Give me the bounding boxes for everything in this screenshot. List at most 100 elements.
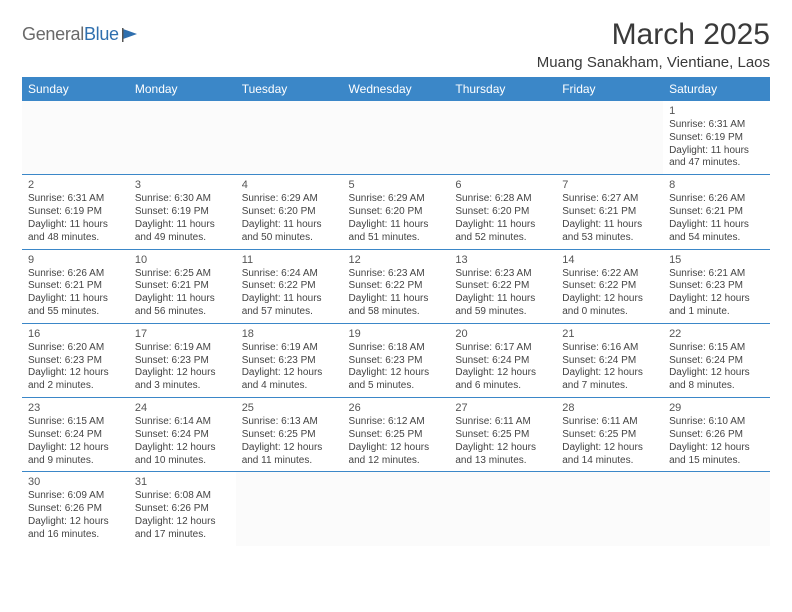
calendar-cell: 24Sunrise: 6:14 AMSunset: 6:24 PMDayligh… bbox=[129, 398, 236, 472]
calendar-cell bbox=[449, 101, 556, 175]
day-number: 11 bbox=[242, 253, 339, 267]
calendar-cell bbox=[449, 472, 556, 546]
calendar-cell: 13Sunrise: 6:23 AMSunset: 6:22 PMDayligh… bbox=[449, 249, 556, 323]
day-number: 30 bbox=[28, 475, 125, 489]
daylight-text: Daylight: 11 hours and 55 minutes. bbox=[28, 293, 125, 319]
sunrise-text: Sunrise: 6:08 AM bbox=[135, 490, 232, 503]
day-number: 9 bbox=[28, 253, 125, 267]
day-number: 1 bbox=[669, 104, 766, 118]
calendar-cell bbox=[236, 472, 343, 546]
sunset-text: Sunset: 6:20 PM bbox=[455, 206, 552, 219]
day-number: 19 bbox=[349, 327, 446, 341]
calendar-header-row: Sunday Monday Tuesday Wednesday Thursday… bbox=[22, 77, 770, 101]
day-number: 5 bbox=[349, 178, 446, 192]
sunrise-text: Sunrise: 6:11 AM bbox=[562, 416, 659, 429]
calendar-cell bbox=[129, 101, 236, 175]
calendar-cell: 21Sunrise: 6:16 AMSunset: 6:24 PMDayligh… bbox=[556, 323, 663, 397]
sunrise-text: Sunrise: 6:29 AM bbox=[349, 193, 446, 206]
dow-sunday: Sunday bbox=[22, 77, 129, 101]
sunset-text: Sunset: 6:20 PM bbox=[242, 206, 339, 219]
sunrise-text: Sunrise: 6:23 AM bbox=[349, 268, 446, 281]
dow-friday: Friday bbox=[556, 77, 663, 101]
calendar-page: GeneralBlue March 2025 Muang Sanakham, V… bbox=[0, 0, 792, 556]
day-number: 13 bbox=[455, 253, 552, 267]
sunrise-text: Sunrise: 6:25 AM bbox=[135, 268, 232, 281]
calendar-cell: 10Sunrise: 6:25 AMSunset: 6:21 PMDayligh… bbox=[129, 249, 236, 323]
daylight-text: Daylight: 12 hours and 5 minutes. bbox=[349, 367, 446, 393]
calendar-cell: 1Sunrise: 6:31 AMSunset: 6:19 PMDaylight… bbox=[663, 101, 770, 175]
daylight-text: Daylight: 11 hours and 47 minutes. bbox=[669, 145, 766, 171]
day-number: 12 bbox=[349, 253, 446, 267]
month-title: March 2025 bbox=[537, 18, 770, 52]
calendar-table: Sunday Monday Tuesday Wednesday Thursday… bbox=[22, 77, 770, 546]
sunset-text: Sunset: 6:22 PM bbox=[349, 280, 446, 293]
sunset-text: Sunset: 6:21 PM bbox=[28, 280, 125, 293]
calendar-cell: 26Sunrise: 6:12 AMSunset: 6:25 PMDayligh… bbox=[343, 398, 450, 472]
sunrise-text: Sunrise: 6:13 AM bbox=[242, 416, 339, 429]
sunset-text: Sunset: 6:25 PM bbox=[242, 429, 339, 442]
daylight-text: Daylight: 11 hours and 54 minutes. bbox=[669, 219, 766, 245]
day-number: 20 bbox=[455, 327, 552, 341]
sunrise-text: Sunrise: 6:29 AM bbox=[242, 193, 339, 206]
day-number: 15 bbox=[669, 253, 766, 267]
calendar-cell bbox=[343, 101, 450, 175]
sunrise-text: Sunrise: 6:21 AM bbox=[669, 268, 766, 281]
calendar-cell: 27Sunrise: 6:11 AMSunset: 6:25 PMDayligh… bbox=[449, 398, 556, 472]
daylight-text: Daylight: 11 hours and 58 minutes. bbox=[349, 293, 446, 319]
daylight-text: Daylight: 12 hours and 1 minute. bbox=[669, 293, 766, 319]
day-number: 6 bbox=[455, 178, 552, 192]
day-number: 27 bbox=[455, 401, 552, 415]
page-header: GeneralBlue March 2025 Muang Sanakham, V… bbox=[22, 18, 770, 71]
sunset-text: Sunset: 6:22 PM bbox=[562, 280, 659, 293]
day-number: 4 bbox=[242, 178, 339, 192]
sunset-text: Sunset: 6:23 PM bbox=[28, 355, 125, 368]
day-number: 31 bbox=[135, 475, 232, 489]
sunset-text: Sunset: 6:22 PM bbox=[242, 280, 339, 293]
day-number: 24 bbox=[135, 401, 232, 415]
calendar-cell: 25Sunrise: 6:13 AMSunset: 6:25 PMDayligh… bbox=[236, 398, 343, 472]
calendar-cell: 30Sunrise: 6:09 AMSunset: 6:26 PMDayligh… bbox=[22, 472, 129, 546]
flag-icon bbox=[121, 27, 141, 43]
sunrise-text: Sunrise: 6:22 AM bbox=[562, 268, 659, 281]
sunrise-text: Sunrise: 6:28 AM bbox=[455, 193, 552, 206]
calendar-cell: 17Sunrise: 6:19 AMSunset: 6:23 PMDayligh… bbox=[129, 323, 236, 397]
dow-wednesday: Wednesday bbox=[343, 77, 450, 101]
calendar-cell: 29Sunrise: 6:10 AMSunset: 6:26 PMDayligh… bbox=[663, 398, 770, 472]
sunset-text: Sunset: 6:23 PM bbox=[669, 280, 766, 293]
sunset-text: Sunset: 6:19 PM bbox=[669, 132, 766, 145]
sunset-text: Sunset: 6:24 PM bbox=[135, 429, 232, 442]
daylight-text: Daylight: 12 hours and 13 minutes. bbox=[455, 442, 552, 468]
day-number: 25 bbox=[242, 401, 339, 415]
calendar-cell: 15Sunrise: 6:21 AMSunset: 6:23 PMDayligh… bbox=[663, 249, 770, 323]
sunrise-text: Sunrise: 6:10 AM bbox=[669, 416, 766, 429]
sunset-text: Sunset: 6:22 PM bbox=[455, 280, 552, 293]
sunset-text: Sunset: 6:19 PM bbox=[135, 206, 232, 219]
calendar-cell: 23Sunrise: 6:15 AMSunset: 6:24 PMDayligh… bbox=[22, 398, 129, 472]
sunrise-text: Sunrise: 6:09 AM bbox=[28, 490, 125, 503]
daylight-text: Daylight: 12 hours and 2 minutes. bbox=[28, 367, 125, 393]
daylight-text: Daylight: 12 hours and 9 minutes. bbox=[28, 442, 125, 468]
sunrise-text: Sunrise: 6:16 AM bbox=[562, 342, 659, 355]
sunrise-text: Sunrise: 6:20 AM bbox=[28, 342, 125, 355]
sunrise-text: Sunrise: 6:31 AM bbox=[669, 119, 766, 132]
sunset-text: Sunset: 6:25 PM bbox=[562, 429, 659, 442]
calendar-cell bbox=[556, 101, 663, 175]
calendar-cell: 16Sunrise: 6:20 AMSunset: 6:23 PMDayligh… bbox=[22, 323, 129, 397]
dow-tuesday: Tuesday bbox=[236, 77, 343, 101]
day-number: 18 bbox=[242, 327, 339, 341]
day-number: 28 bbox=[562, 401, 659, 415]
calendar-week: 1Sunrise: 6:31 AMSunset: 6:19 PMDaylight… bbox=[22, 101, 770, 175]
brand-name-grey: General bbox=[22, 24, 84, 44]
daylight-text: Daylight: 12 hours and 3 minutes. bbox=[135, 367, 232, 393]
calendar-cell bbox=[556, 472, 663, 546]
daylight-text: Daylight: 11 hours and 49 minutes. bbox=[135, 219, 232, 245]
brand-logo: GeneralBlue bbox=[22, 18, 141, 45]
day-number: 26 bbox=[349, 401, 446, 415]
daylight-text: Daylight: 12 hours and 6 minutes. bbox=[455, 367, 552, 393]
daylight-text: Daylight: 11 hours and 52 minutes. bbox=[455, 219, 552, 245]
calendar-cell: 18Sunrise: 6:19 AMSunset: 6:23 PMDayligh… bbox=[236, 323, 343, 397]
daylight-text: Daylight: 11 hours and 51 minutes. bbox=[349, 219, 446, 245]
sunrise-text: Sunrise: 6:15 AM bbox=[28, 416, 125, 429]
dow-saturday: Saturday bbox=[663, 77, 770, 101]
sunset-text: Sunset: 6:25 PM bbox=[455, 429, 552, 442]
